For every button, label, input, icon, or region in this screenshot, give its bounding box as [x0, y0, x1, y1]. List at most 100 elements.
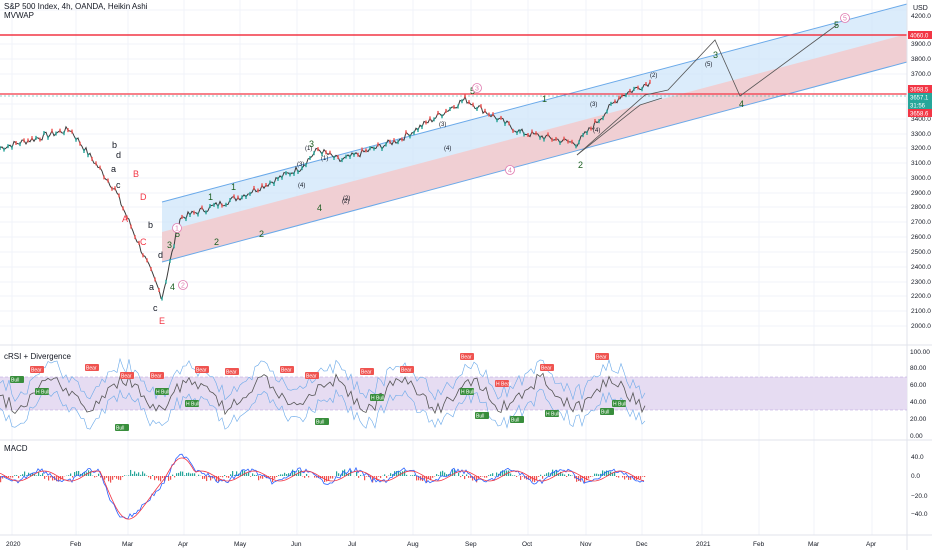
svg-text:Bear: Bear — [361, 370, 372, 376]
svg-text:Bear: Bear — [281, 368, 292, 374]
wave-label: 4 — [739, 99, 744, 109]
price-candle — [488, 112, 490, 117]
svg-text:2: 2 — [181, 283, 185, 290]
wave-label: c — [116, 180, 121, 190]
price-candle — [55, 131, 57, 136]
price-candle — [31, 136, 33, 141]
price-candle — [480, 104, 482, 109]
price-candle — [107, 178, 109, 183]
price-candle — [357, 152, 359, 157]
wave-label: D — [140, 192, 147, 202]
price-candle — [301, 166, 303, 171]
wave-label: d — [116, 150, 121, 160]
currency-label: USD — [913, 5, 928, 12]
price-candle — [633, 86, 635, 91]
price-candle — [173, 244, 175, 249]
price-candle — [578, 140, 580, 145]
wave-label: c — [153, 303, 158, 313]
price-candle — [397, 140, 399, 145]
circled-wave-label: 3 — [472, 83, 482, 93]
svg-text:H Bull: H Bull — [186, 402, 199, 408]
wave-label: (5) — [705, 62, 712, 68]
price-candle — [161, 296, 163, 301]
price-candle — [257, 188, 259, 193]
price-candle — [401, 137, 403, 142]
svg-text:Bear: Bear — [86, 366, 97, 372]
price-candle — [551, 137, 553, 142]
price-candle — [441, 114, 443, 119]
price-candle — [385, 142, 387, 147]
svg-text:H Bull: H Bull — [156, 390, 169, 396]
price-candle — [598, 119, 600, 124]
svg-text:H Bull: H Bull — [613, 402, 626, 408]
price-candle — [496, 118, 498, 123]
macd-tick-label: 0.0 — [911, 473, 920, 480]
price-candle — [413, 130, 415, 135]
price-candle — [281, 175, 283, 180]
time-tick-label: Nov — [580, 541, 592, 548]
svg-text:Bull: Bull — [511, 418, 519, 424]
price-candle — [516, 130, 518, 135]
price-candle — [293, 171, 295, 176]
price-candle — [217, 204, 219, 209]
price-candle — [484, 108, 486, 113]
price-candle — [381, 146, 383, 151]
svg-text:H Bull: H Bull — [371, 396, 384, 402]
bear-divergence-badge: Bear — [120, 372, 134, 380]
price-candle — [43, 131, 45, 136]
price-tick-label: 3200.0 — [911, 145, 931, 152]
price-candle — [500, 115, 502, 120]
time-tick-label: Jul — [348, 541, 357, 548]
wave-label: A — [122, 214, 128, 224]
price-tick-label: 2000.0 — [911, 323, 931, 330]
svg-text:3658.6: 3658.6 — [910, 112, 929, 118]
price-candle — [237, 195, 239, 200]
wave-label: (1) — [305, 146, 312, 152]
price-candle — [629, 88, 631, 93]
rsi-lower-envelope — [0, 388, 646, 430]
wave-label: (4) — [298, 183, 305, 189]
projection-path — [576, 23, 839, 156]
svg-text:H Bull: H Bull — [36, 390, 49, 396]
price-candle — [621, 93, 623, 98]
bull-divergence-badge: H Bull — [612, 400, 626, 408]
rsi-tick-label: 20.00 — [910, 416, 927, 423]
price-candle — [341, 158, 343, 163]
price-candle — [75, 137, 77, 142]
wave-label: 4 — [170, 282, 175, 292]
price-candle — [103, 175, 105, 180]
price-candle — [71, 129, 73, 134]
svg-text:3657.1: 3657.1 — [910, 96, 929, 102]
price-candle — [453, 105, 455, 110]
price-candle — [445, 108, 447, 113]
bear-divergence-badge: Bear — [360, 368, 374, 376]
svg-text:Bear: Bear — [461, 355, 472, 361]
bull-divergence-badge: Bull — [510, 416, 524, 424]
price-badge: 3658.6 — [908, 109, 932, 118]
svg-text:Bear: Bear — [121, 374, 132, 380]
price-badge: 3657.1 — [908, 93, 932, 102]
bull-divergence-badge: H Bull — [35, 388, 49, 396]
price-candle — [79, 141, 81, 146]
price-candle — [165, 279, 167, 284]
price-candle — [563, 136, 565, 141]
bear-divergence-badge: H Bear — [495, 380, 512, 388]
svg-text:Bull: Bull — [476, 414, 484, 420]
wave-label: 3 — [309, 139, 314, 149]
price-candle — [519, 129, 521, 134]
price-candle — [365, 148, 367, 153]
price-candle — [594, 118, 596, 123]
price-candle — [321, 152, 323, 157]
svg-text:Bull: Bull — [11, 378, 19, 384]
wave-label: (2) — [650, 73, 657, 79]
price-tick-label: 2500.0 — [911, 249, 931, 256]
price-candle — [146, 258, 148, 263]
svg-text:Bear: Bear — [401, 368, 412, 374]
price-candle — [457, 104, 459, 109]
price-candle — [305, 163, 307, 168]
svg-text:Bull: Bull — [601, 410, 609, 416]
price-tick-label: 2100.0 — [911, 308, 931, 315]
price-candle — [225, 202, 227, 207]
channel-top-line — [161, 3, 908, 203]
